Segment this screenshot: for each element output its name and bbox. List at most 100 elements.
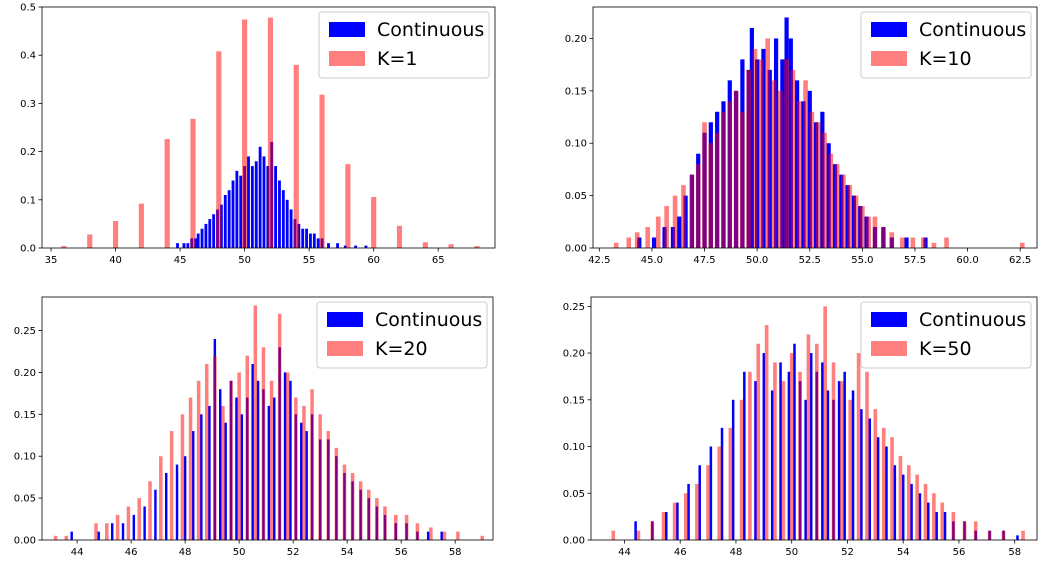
legend-swatch (329, 22, 365, 37)
histogram-bar (242, 19, 248, 248)
y-tick-label: 0.0 (20, 244, 36, 255)
histogram-bar (796, 101, 802, 248)
histogram-bar (285, 199, 289, 248)
histogram-bar (126, 506, 131, 540)
histogram-bar (714, 132, 720, 248)
histogram-bar (740, 111, 745, 248)
histogram-bar (910, 237, 916, 248)
histogram-bar (169, 431, 174, 540)
bars (61, 17, 480, 248)
histogram-bar (342, 464, 347, 540)
histogram-bar (251, 364, 254, 540)
x-tick-label: 56 (395, 547, 408, 558)
histogram-bar (677, 216, 682, 248)
series-k (53, 305, 484, 540)
histogram-bar (843, 371, 846, 540)
histogram-bar (231, 180, 235, 248)
histogram-bar (350, 472, 355, 540)
histogram-bar (281, 190, 285, 248)
histogram-bar (240, 414, 244, 540)
histogram-bar (689, 174, 695, 248)
histogram-bar (865, 371, 869, 540)
histogram-bar (695, 483, 699, 540)
axes-frame (41, 296, 494, 541)
histogram-bar (900, 237, 905, 248)
histogram-bar (784, 59, 789, 248)
y-tick-label: 0.5 (20, 3, 36, 14)
histogram-bar (962, 521, 967, 540)
histogram-bar (655, 216, 661, 248)
histogram-bar (613, 242, 619, 248)
histogram-bar (254, 161, 258, 248)
histogram-bar (823, 306, 827, 540)
histogram-bar (611, 530, 616, 540)
histogram-bar (841, 174, 846, 248)
y-tick-label: 0.1 (20, 195, 36, 206)
x-tick-label: 57.5 (904, 255, 926, 266)
histogram-bar (822, 132, 827, 248)
y-tick-label: 0.25 (563, 302, 585, 313)
x-tick-label: 58 (1008, 547, 1021, 558)
x-tick-label: 47.5 (693, 255, 715, 266)
histogram-bar (305, 431, 308, 540)
histogram-bar (853, 195, 859, 248)
x-tick-label: 56 (953, 547, 966, 558)
x-tick-label: 48 (730, 547, 743, 558)
histogram-bar (777, 90, 783, 248)
histogram-bar (289, 209, 293, 248)
x-tick-label: 50 (233, 547, 246, 558)
legend-label: Continuous (919, 19, 1026, 41)
histogram-bar (727, 101, 733, 248)
histogram-bar (200, 228, 204, 248)
y-tick-label: 0.00 (563, 536, 585, 547)
histogram-bar (221, 405, 225, 540)
histogram-bar (269, 380, 274, 540)
histogram-bar (910, 483, 913, 540)
histogram-bar (923, 483, 928, 540)
legend-swatch (871, 51, 907, 66)
histogram-bar (973, 521, 978, 540)
histogram-bar (319, 94, 325, 248)
histogram-bar (192, 431, 195, 540)
histogram-bar (848, 399, 853, 540)
histogram-bar (138, 203, 144, 248)
subplot-bottom-left: 0.00 0.05 0.10 0.15 0.20 0.25 44 46 48 50 52 54 56 58… (14, 296, 494, 558)
histogram-bar (97, 531, 100, 540)
histogram-bar (873, 409, 878, 540)
histogram-bar (1001, 530, 1006, 540)
histogram-bar (143, 506, 146, 540)
x-tick-label: 45 (174, 255, 187, 266)
histogram-bar (831, 362, 836, 540)
histogram-bar (345, 164, 351, 248)
legend-swatch (871, 312, 907, 327)
series-continuous (634, 343, 1019, 540)
legend-label: K=10 (919, 48, 972, 70)
histogram-bar (720, 427, 724, 540)
histogram-bar (904, 237, 909, 248)
histogram-bar (860, 409, 863, 540)
histogram-bar (906, 465, 911, 540)
histogram-bar (834, 164, 840, 248)
histogram-bar (261, 347, 266, 540)
histogram-bar (987, 530, 992, 540)
histogram-bar (180, 414, 185, 540)
histogram-bar (164, 139, 170, 248)
histogram-bar (336, 243, 339, 248)
legend-swatch (871, 22, 907, 37)
histogram-bar (645, 227, 651, 248)
histogram-bar (105, 523, 109, 540)
y-tick-label: 0.3 (20, 99, 36, 110)
y-tick-label: 0.10 (14, 452, 36, 463)
histogram-bar (932, 493, 936, 540)
histogram-bar (293, 64, 299, 248)
legend-swatch (327, 341, 363, 356)
histogram-bar (196, 233, 200, 248)
histogram-bar (944, 237, 949, 248)
legend: Continuous K=50 (860, 301, 1032, 369)
histogram-bar (204, 223, 208, 248)
y-tick-label: 0.20 (563, 349, 585, 360)
histogram-bar (253, 305, 258, 540)
histogram-bar (752, 48, 758, 248)
x-tick-label: 45.0 (641, 255, 663, 266)
histogram-bar (256, 380, 260, 540)
